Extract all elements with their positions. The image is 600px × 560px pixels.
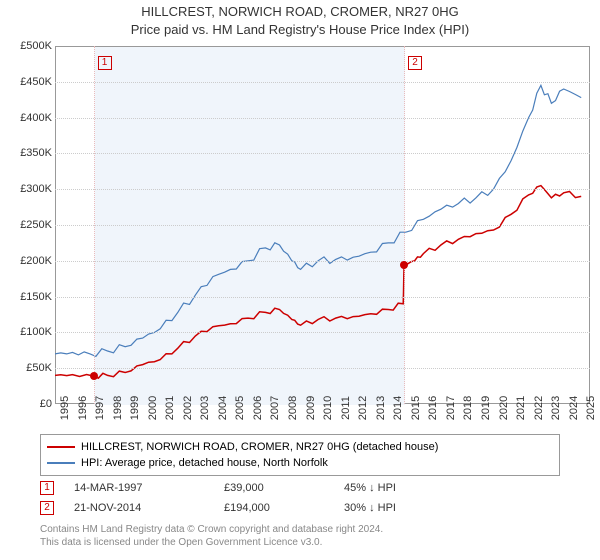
x-tick-label: 2004: [217, 396, 229, 420]
legend-swatch: [47, 446, 75, 448]
y-tick-label: £450K: [20, 76, 52, 88]
event-dot: [400, 261, 408, 269]
legend-label: HPI: Average price, detached house, Nort…: [81, 457, 328, 469]
event-row: 1 14-MAR-1997 £39,000 45% ↓ HPI: [40, 478, 464, 498]
footnote: Contains HM Land Registry data © Crown c…: [40, 524, 570, 549]
footnote-line2: This data is licensed under the Open Gov…: [40, 537, 322, 548]
x-tick-label: 2000: [147, 396, 159, 420]
y-tick-label: £300K: [20, 183, 52, 195]
y-tick-label: £400K: [20, 112, 52, 124]
series-price_paid: [55, 186, 581, 379]
event-date: 14-MAR-1997: [74, 482, 204, 494]
event-table: 1 14-MAR-1997 £39,000 45% ↓ HPI 2 21-NOV-2014…: [40, 478, 464, 518]
x-tick-label: 2020: [498, 396, 510, 420]
y-tick-label: £500K: [20, 40, 52, 52]
x-tick-label: 2007: [269, 396, 281, 420]
x-tick-label: 2021: [515, 396, 527, 420]
y-tick-label: £50K: [26, 362, 52, 374]
x-tick-label: 2010: [322, 396, 334, 420]
x-tick-label: 2001: [164, 396, 176, 420]
x-tick-label: 2006: [252, 396, 264, 420]
x-tick-label: 2012: [357, 396, 369, 420]
x-tick-label: 2013: [375, 396, 387, 420]
legend-swatch: [47, 462, 75, 464]
x-tick-label: 2025: [585, 396, 597, 420]
x-tick-label: 2003: [199, 396, 211, 420]
chart-title-line2: Price paid vs. HM Land Registry's House …: [0, 22, 600, 37]
x-tick-label: 2023: [550, 396, 562, 420]
event-delta: 45% ↓ HPI: [344, 482, 464, 494]
y-tick-label: £350K: [20, 147, 52, 159]
event-marker-2: 2: [408, 56, 422, 70]
event-dot: [90, 372, 98, 380]
x-tick-label: 2024: [568, 396, 580, 420]
legend-row: HILLCREST, NORWICH ROAD, CROMER, NR27 0H…: [47, 439, 553, 455]
x-tick-label: 2018: [462, 396, 474, 420]
y-tick-label: £200K: [20, 255, 52, 267]
x-tick-label: 1995: [59, 396, 71, 420]
x-tick-label: 1998: [112, 396, 124, 420]
event-marker-box: 2: [40, 501, 54, 515]
event-price: £39,000: [224, 482, 324, 494]
event-marker-1: 1: [98, 56, 112, 70]
x-tick-label: 2009: [305, 396, 317, 420]
legend-row: HPI: Average price, detached house, Nort…: [47, 455, 553, 471]
event-price: £194,000: [224, 502, 324, 514]
event-row: 2 21-NOV-2014 £194,000 30% ↓ HPI: [40, 498, 464, 518]
x-tick-label: 1997: [94, 396, 106, 420]
x-tick-label: 1996: [77, 396, 89, 420]
x-tick-label: 1999: [129, 396, 141, 420]
y-tick-label: £0: [40, 398, 52, 410]
event-date: 21-NOV-2014: [74, 502, 204, 514]
event-delta: 30% ↓ HPI: [344, 502, 464, 514]
x-tick-label: 2005: [234, 396, 246, 420]
chart-container: HILLCREST, NORWICH ROAD, CROMER, NR27 0H…: [0, 0, 600, 560]
x-tick-label: 2008: [287, 396, 299, 420]
legend: HILLCREST, NORWICH ROAD, CROMER, NR27 0H…: [40, 434, 560, 476]
x-tick-label: 2022: [533, 396, 545, 420]
x-tick-label: 2015: [410, 396, 422, 420]
chart-title-line1: HILLCREST, NORWICH ROAD, CROMER, NR27 0H…: [0, 4, 600, 19]
x-tick-label: 2017: [445, 396, 457, 420]
y-tick-label: £150K: [20, 291, 52, 303]
x-tick-label: 2016: [427, 396, 439, 420]
x-tick-label: 2019: [480, 396, 492, 420]
y-tick-label: £100K: [20, 326, 52, 338]
y-tick-label: £250K: [20, 219, 52, 231]
footnote-line1: Contains HM Land Registry data © Crown c…: [40, 524, 383, 535]
legend-label: HILLCREST, NORWICH ROAD, CROMER, NR27 0H…: [81, 441, 438, 453]
x-tick-label: 2014: [392, 396, 404, 420]
x-tick-label: 2002: [182, 396, 194, 420]
event-marker-box: 1: [40, 481, 54, 495]
x-tick-label: 2011: [340, 396, 352, 420]
